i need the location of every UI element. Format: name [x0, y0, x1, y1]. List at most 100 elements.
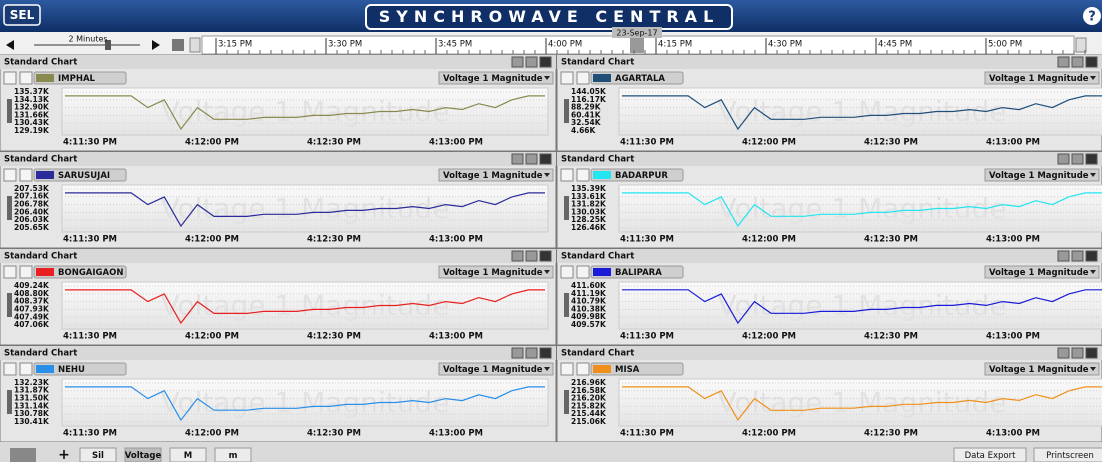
add-channel-button[interactable] [3, 362, 17, 376]
measure-dropdown[interactable] [438, 168, 554, 182]
measure-label: Voltage 1 Magnitude [989, 268, 1089, 278]
next-button[interactable] [152, 40, 160, 50]
measure-dropdown[interactable] [438, 265, 554, 279]
scroll-right[interactable] [1075, 37, 1087, 53]
remove-channel-button[interactable] [19, 265, 33, 279]
action-button[interactable] [1033, 447, 1102, 462]
station-swatch [36, 74, 54, 82]
prev-button[interactable] [6, 40, 14, 50]
voltage-line [622, 192, 1102, 228]
add-channel-button[interactable] [560, 265, 574, 279]
x-tick-label: 4:12:30 PM [864, 235, 918, 245]
remove-channel-button[interactable] [19, 168, 33, 182]
panel-maximize-button[interactable] [1071, 56, 1084, 68]
remove-channel-button[interactable] [576, 71, 590, 85]
panel-maximize-button[interactable] [525, 153, 538, 165]
plot-bg [61, 378, 549, 427]
add-channel-button[interactable] [560, 71, 574, 85]
y-tick-label: 128.25K [571, 215, 607, 224]
x-tick-label: 4:11:30 PM [63, 235, 117, 245]
add-channel-button[interactable] [3, 265, 17, 279]
panel-split-button[interactable] [1057, 56, 1070, 68]
measure-dropdown[interactable] [438, 71, 554, 85]
axis-handle[interactable] [7, 99, 12, 123]
panel-close-button[interactable] [539, 250, 552, 262]
panel-split-button[interactable] [1057, 250, 1070, 262]
panel-split-button[interactable] [511, 56, 524, 68]
axis-handle[interactable] [564, 390, 569, 414]
panel-close-button[interactable] [1085, 56, 1098, 68]
remove-channel-button[interactable] [19, 362, 33, 376]
add-channel-button[interactable] [560, 168, 574, 182]
panel-split-button[interactable] [511, 250, 524, 262]
panel-close-button[interactable] [539, 347, 552, 359]
footer-button[interactable] [79, 447, 117, 462]
panel-maximize-button[interactable] [1071, 347, 1084, 359]
y-tick-label: 207.16K [14, 192, 50, 201]
scroll-left[interactable] [189, 37, 201, 53]
footer-button[interactable] [124, 447, 162, 462]
station-name: BADARPUR [615, 171, 668, 181]
x-tick-label: 4:12:30 PM [307, 235, 361, 245]
remove-channel-button[interactable] [576, 362, 590, 376]
add-channel-button[interactable] [3, 71, 17, 85]
timeline-cursor[interactable] [630, 37, 644, 53]
logo-box[interactable] [3, 4, 41, 26]
measure-dropdown[interactable] [984, 168, 1100, 182]
measure-dropdown[interactable] [984, 265, 1100, 279]
y-tick-label: 130.41K [14, 417, 50, 426]
x-tick-label: 4:11:30 PM [620, 429, 674, 439]
panel-split-button[interactable] [511, 153, 524, 165]
zoom-slider-thumb[interactable] [105, 40, 111, 50]
x-tick-label: 4:12:30 PM [307, 429, 361, 439]
help-button[interactable] [1083, 7, 1101, 25]
axis-handle[interactable] [7, 390, 12, 414]
panel-split-button[interactable] [1057, 347, 1070, 359]
footer-button[interactable] [169, 447, 207, 462]
y-tick-label: 129.19K [14, 126, 50, 135]
panel-close-button[interactable] [539, 56, 552, 68]
panel-heading-bg [557, 249, 1102, 263]
timeline-time: 5:00 PM [988, 40, 1022, 50]
watermark: Voltage 1 Magnitude [718, 386, 1007, 419]
axis-handle[interactable] [7, 293, 12, 317]
panel-split-button[interactable] [511, 347, 524, 359]
footer-icon[interactable] [10, 448, 36, 462]
panel-close-button[interactable] [1085, 153, 1098, 165]
axis-handle[interactable] [564, 99, 569, 123]
panel-maximize-button[interactable] [525, 56, 538, 68]
panel-split-button[interactable] [1057, 153, 1070, 165]
panel-close-button[interactable] [539, 153, 552, 165]
panel-heading-bg [557, 55, 1102, 69]
panel-close-button[interactable] [1085, 250, 1098, 262]
measure-dropdown[interactable] [984, 362, 1100, 376]
axis-handle[interactable] [564, 196, 569, 220]
watermark: Voltage 1 Magnitude [161, 95, 450, 128]
axis-handle[interactable] [564, 293, 569, 317]
calendar-button[interactable] [172, 39, 184, 51]
panel-close-button[interactable] [1085, 347, 1098, 359]
remove-channel-button[interactable] [576, 168, 590, 182]
footer-button[interactable] [214, 447, 252, 462]
add-channel-button[interactable] [560, 362, 574, 376]
panel-maximize-button[interactable] [1071, 153, 1084, 165]
panel-maximize-button[interactable] [525, 250, 538, 262]
y-tick-label: 88.29K [571, 103, 602, 112]
x-tick-label: 4:12:00 PM [185, 235, 239, 245]
panel-maximize-button[interactable] [525, 347, 538, 359]
date-box [612, 27, 662, 38]
y-tick-label: 116.17K [571, 95, 607, 104]
action-button[interactable] [953, 447, 1027, 462]
panel-maximize-button[interactable] [1071, 250, 1084, 262]
measure-dropdown[interactable] [438, 362, 554, 376]
add-channel-button[interactable] [3, 168, 17, 182]
remove-channel-button[interactable] [576, 265, 590, 279]
axis-handle[interactable] [7, 196, 12, 220]
measure-label: Voltage 1 Magnitude [989, 171, 1089, 181]
add-button[interactable]: + [58, 447, 70, 462]
station-box [590, 71, 684, 85]
remove-channel-button[interactable] [19, 71, 33, 85]
dropdown-arrow [1090, 76, 1096, 80]
measure-dropdown[interactable] [984, 71, 1100, 85]
